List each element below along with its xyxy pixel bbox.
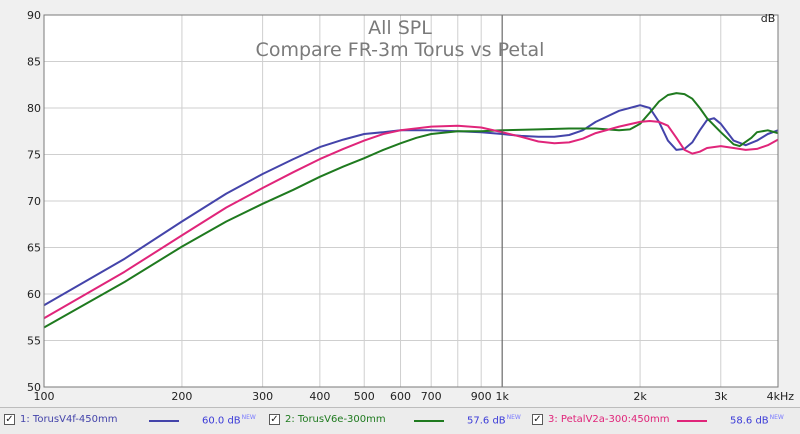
chart-subtitle: Compare FR-3m Torus vs Petal [256, 39, 545, 61]
new-badge: NEW [241, 414, 256, 421]
legend-item-series-2[interactable]: ✓ 2: TorusV6e-300mm 57.6 dBNEW [269, 413, 534, 429]
plot-frame [43, 14, 779, 388]
x-tick-label: 4kHz [767, 390, 795, 403]
y-tick-label: 70 [27, 195, 41, 208]
x-tick-labels: 100 200 300 400 500 600 700 900 1k 2k 3k 4kHz [34, 390, 795, 403]
legend-value-text-series-2: 57.6 dB [467, 415, 506, 427]
legend-swatch-series-2 [414, 420, 444, 422]
series-line-2 [43, 92, 779, 329]
legend-value-text-series-3: 58.6 dB [730, 415, 769, 427]
y-tick-label: 55 [27, 335, 41, 348]
legend-checkbox-series-3[interactable]: ✓ [532, 414, 543, 425]
y-tick-label: 65 [27, 242, 41, 255]
legend-swatch-series-1 [149, 420, 179, 422]
legend-value-text-series-1: 60.0 dB [202, 415, 241, 427]
y-tick-label: 90 [27, 9, 41, 22]
x-tick-label: 600 [390, 390, 411, 403]
y-tick-label: 60 [27, 288, 41, 301]
legend-label-series-2: 2: TorusV6e-300mm [285, 414, 386, 425]
new-badge: NEW [506, 414, 521, 421]
legend-item-series-1[interactable]: ✓ 1: TorusV4f-450mm 60.0 dBNEW [4, 413, 269, 429]
chart-svg: 100 200 300 400 500 600 700 900 1k 2k 3k 4kHz 90 85 8… [27, 9, 795, 403]
y-tick-label: 75 [27, 149, 41, 162]
x-tick-label: 300 [252, 390, 273, 403]
legend-value-series-2: 57.6 dBNEW [467, 414, 521, 426]
legend-value-series-1: 60.0 dBNEW [202, 414, 256, 426]
series-lines [43, 92, 779, 329]
x-tick-label: 400 [309, 390, 330, 403]
x-tick-label: 2k [633, 390, 647, 403]
y-axis-unit: dB [761, 12, 776, 25]
y-tick-labels: 90 85 80 75 70 65 60 55 50 [27, 9, 41, 394]
x-tick-label: 700 [421, 390, 442, 403]
series-line-3 [43, 120, 779, 320]
legend-value-series-3: 58.6 dBNEW [730, 414, 784, 426]
y-gridlines [44, 61, 778, 341]
series-line-1 [43, 104, 779, 307]
legend-checkbox-series-1[interactable]: ✓ [4, 414, 15, 425]
legend-swatch-series-3 [677, 420, 707, 422]
x-tick-label: 100 [34, 390, 55, 403]
y-tick-label: 50 [27, 381, 41, 394]
x-tick-label: 3k [714, 390, 728, 403]
x-tick-label: 900 [471, 390, 492, 403]
legend: ✓ 1: TorusV4f-450mm 60.0 dBNEW ✓ 2: Toru… [0, 407, 800, 434]
y-tick-label: 85 [27, 56, 41, 69]
x-tick-label: 200 [171, 390, 192, 403]
legend-label-series-3: 3: PetalV2a-300:450mm [548, 414, 670, 425]
legend-item-series-3[interactable]: ✓ 3: PetalV2a-300:450mm 58.6 dBNEW [532, 413, 797, 429]
chart-title: All SPL [368, 17, 432, 39]
new-badge: NEW [769, 414, 784, 421]
y-tick-label: 80 [27, 102, 41, 115]
x-tick-label: 500 [354, 390, 375, 403]
x-tick-label: 1k [495, 390, 509, 403]
legend-checkbox-series-2[interactable]: ✓ [269, 414, 280, 425]
legend-label-series-1: 1: TorusV4f-450mm [20, 414, 118, 425]
